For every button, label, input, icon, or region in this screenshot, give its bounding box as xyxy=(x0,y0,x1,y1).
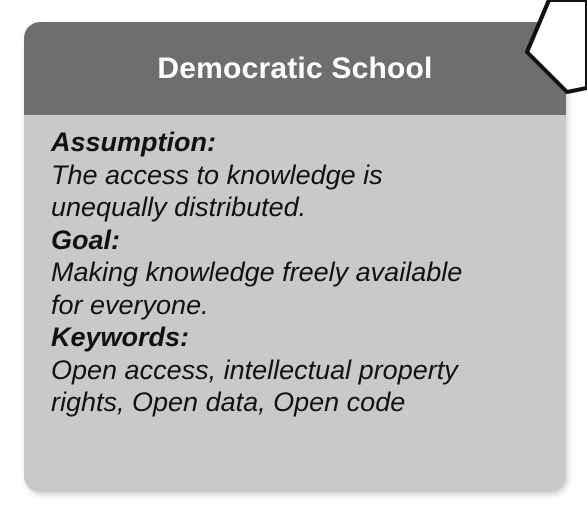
assumption-line-2: unequally distributed. xyxy=(51,192,307,222)
goal-line-1: Making knowledge freely available xyxy=(51,257,463,287)
keywords-line-2: rights, Open data, Open code xyxy=(51,387,406,417)
assumption-label: Assumption: xyxy=(51,127,216,157)
card-body: Assumption: The access to knowledge is u… xyxy=(51,126,561,419)
connector-shape xyxy=(525,0,587,94)
assumption-line-1: The access to knowledge is xyxy=(51,159,383,190)
keywords-line-1: Open access, intellectual property xyxy=(51,354,458,385)
card-title: Democratic School xyxy=(157,51,433,85)
goal-label: Goal: xyxy=(51,224,121,255)
democratic-school-card: Democratic School Assumption: The access… xyxy=(24,22,566,492)
goal-line-2: for everyone. xyxy=(51,289,209,320)
keywords-label: Keywords: xyxy=(51,322,190,352)
card-header: Democratic School xyxy=(24,22,566,115)
